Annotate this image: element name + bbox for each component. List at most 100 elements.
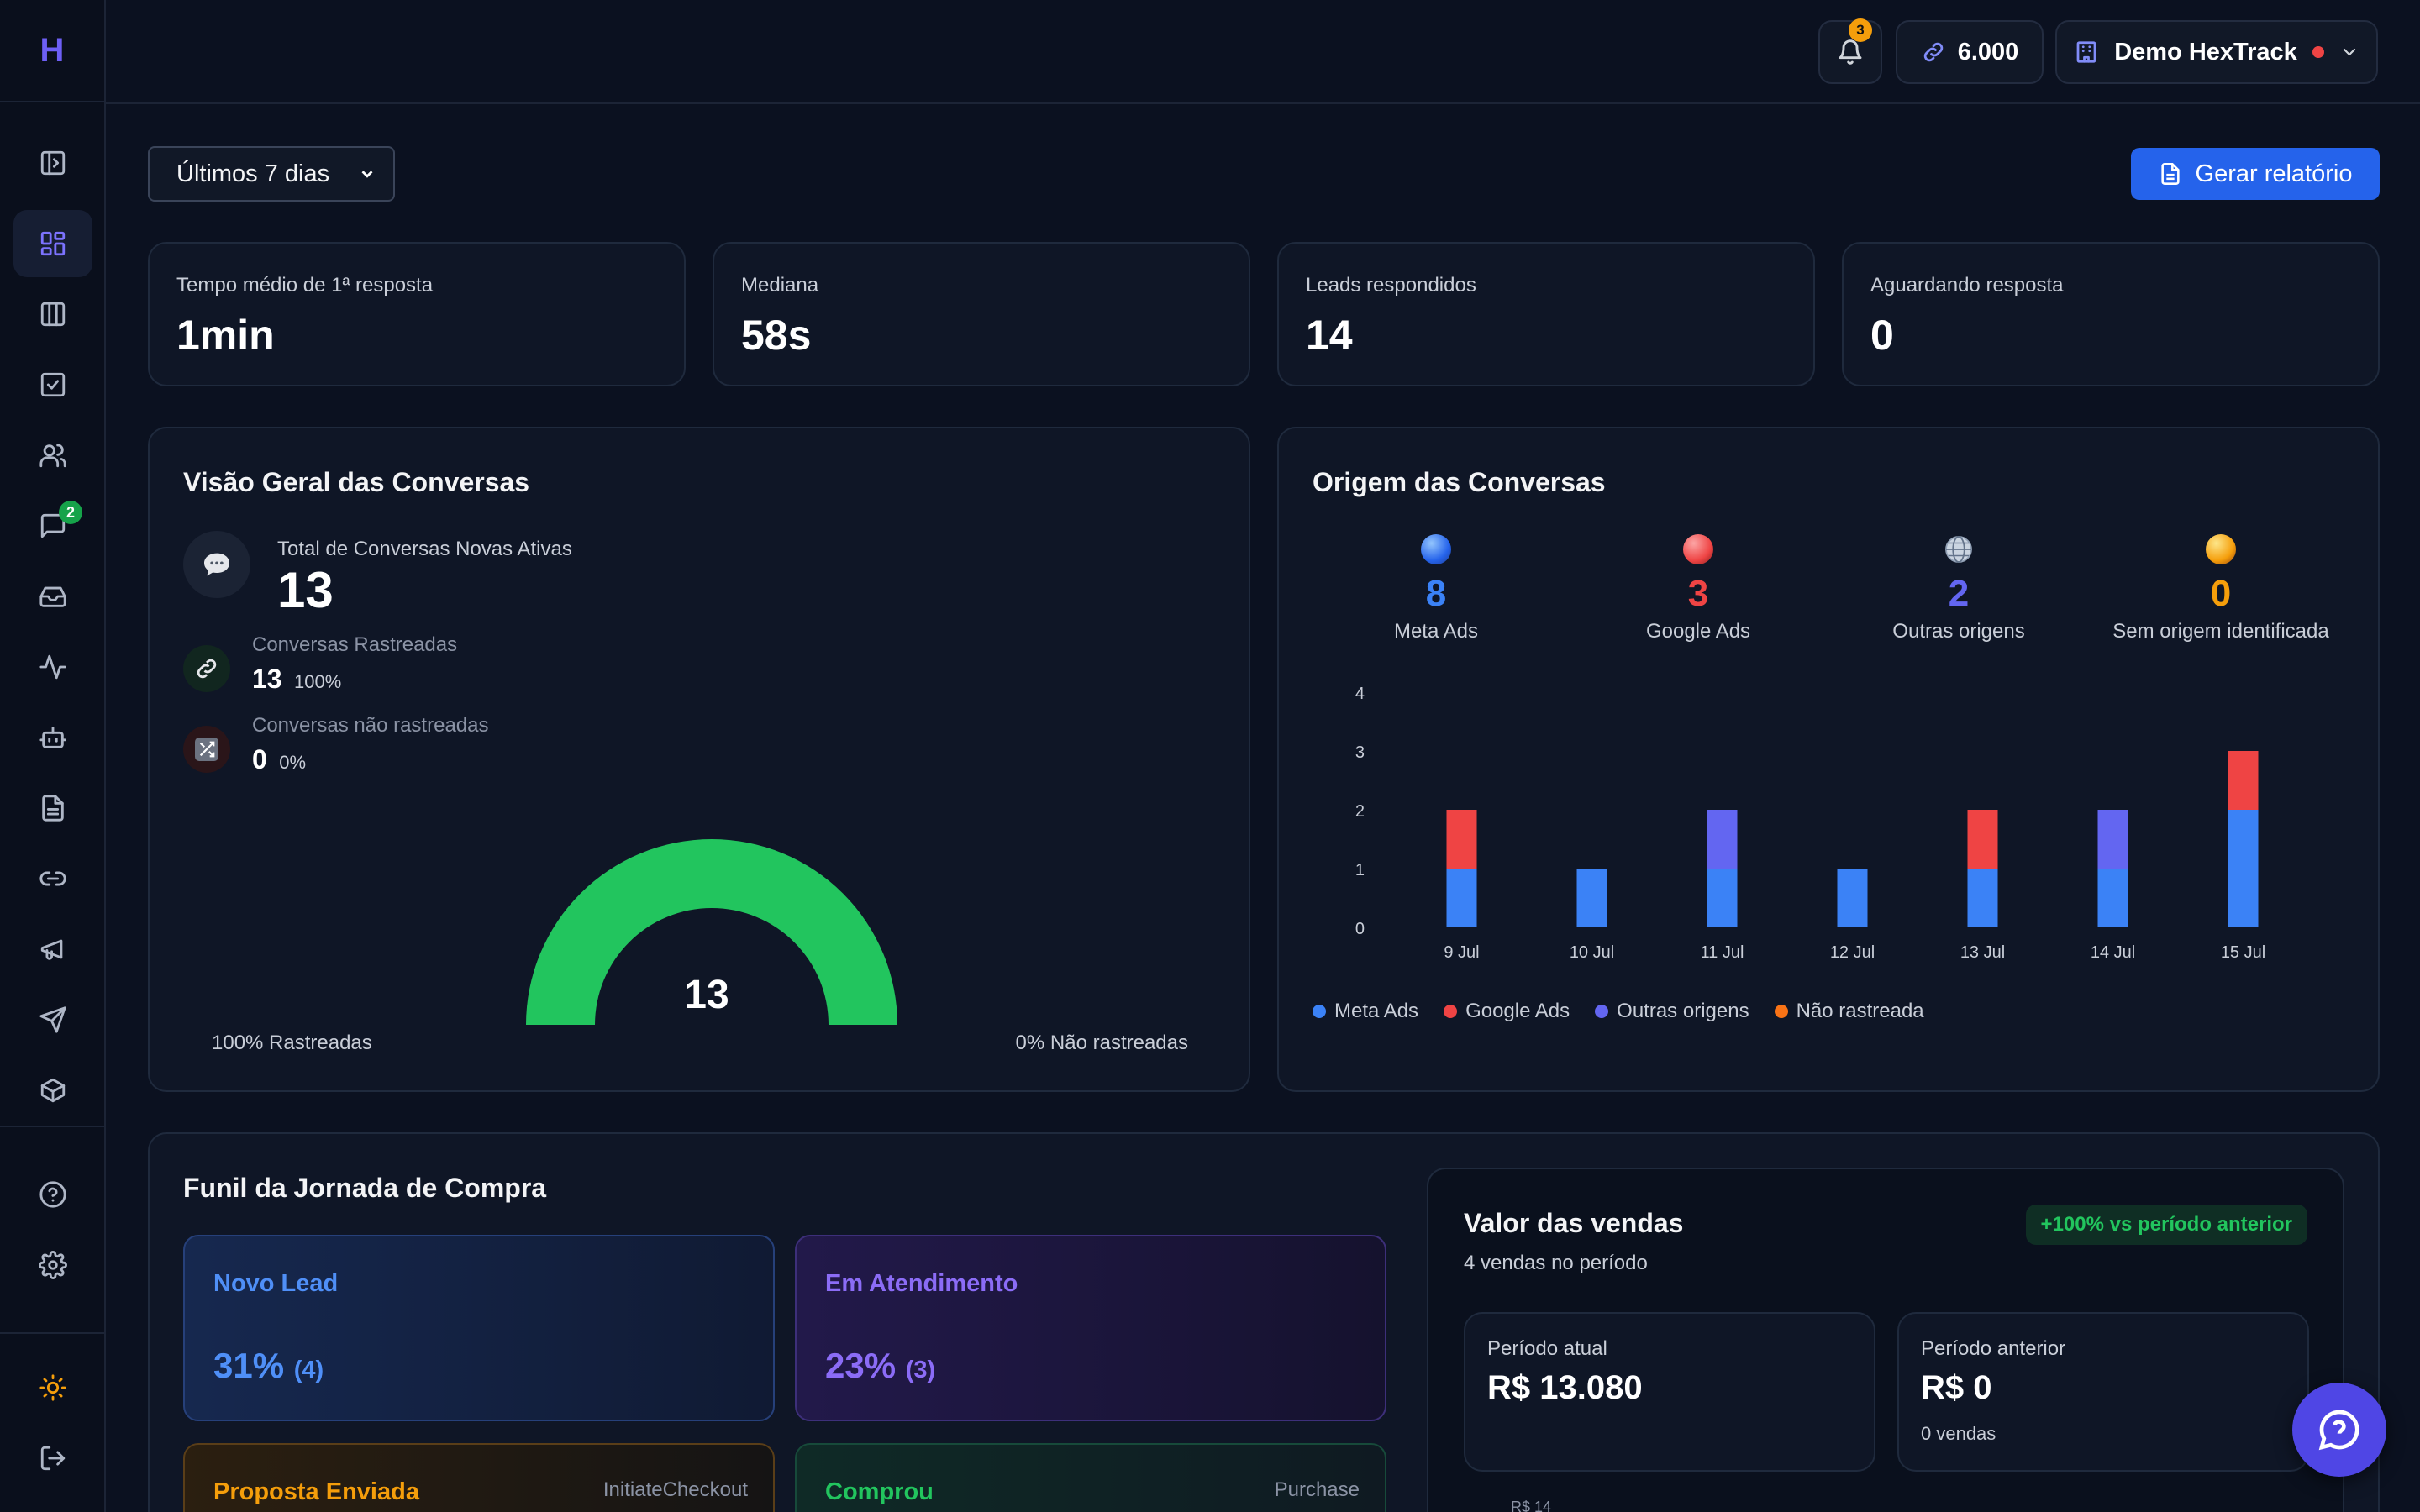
funnel-stage-pct: 23% bbox=[825, 1346, 897, 1385]
gauge-fill bbox=[526, 839, 897, 1025]
kanban-icon[interactable] bbox=[13, 281, 92, 348]
speech-bubble-icon bbox=[183, 531, 250, 598]
current-period-label: Período atual bbox=[1487, 1337, 1607, 1360]
help-chat-button[interactable] bbox=[2292, 1383, 2386, 1477]
bar-segment[interactable] bbox=[2097, 810, 2128, 869]
funnel-stage-in-service[interactable]: Em Atendimento 23% (3) bbox=[795, 1235, 1386, 1421]
bar-segment[interactable] bbox=[2097, 869, 2128, 927]
total-label: Total de Conversas Novas Ativas bbox=[277, 538, 572, 560]
notifications-button[interactable]: 3 bbox=[1818, 18, 1882, 84]
previous-period-label: Período anterior bbox=[1921, 1337, 2066, 1360]
coins-link-icon bbox=[1923, 42, 1943, 62]
bar-segment[interactable] bbox=[2228, 751, 2259, 810]
stat-label: Aguardando resposta bbox=[1870, 274, 2064, 297]
bar-segment[interactable] bbox=[2228, 810, 2259, 927]
untracked-value: 0 bbox=[252, 744, 267, 774]
package-icon[interactable] bbox=[13, 1057, 92, 1124]
activity-icon[interactable] bbox=[13, 633, 92, 701]
credits-button[interactable]: 6.000 bbox=[1896, 20, 2044, 84]
building-icon bbox=[2076, 41, 2096, 63]
bell-icon bbox=[1839, 39, 1862, 65]
sidebar-divider bbox=[0, 1126, 106, 1127]
bar-segment[interactable] bbox=[1967, 810, 1998, 869]
dashboard-icon[interactable] bbox=[13, 210, 92, 277]
y-tick-label: 1 bbox=[1355, 861, 1365, 879]
stat-label: Tempo médio de 1ª resposta bbox=[176, 274, 434, 297]
bar-segment[interactable] bbox=[1707, 810, 1738, 869]
overview-title: Visão Geral das Conversas bbox=[183, 467, 530, 497]
generate-report-label: Gerar relatório bbox=[2195, 160, 2353, 187]
origin-legend: Meta Ads Google Ads Outras origens Não r… bbox=[1313, 1000, 1924, 1023]
funnel-stage-new-lead[interactable]: Novo Lead 31% (4) bbox=[183, 1235, 775, 1421]
tracking-gauge: 13 bbox=[526, 839, 897, 1025]
document-icon[interactable] bbox=[13, 774, 92, 842]
funnel-stage-proposal[interactable]: Proposta Enviada InitiateCheckout bbox=[183, 1443, 775, 1512]
origin-label: Google Ads bbox=[1645, 620, 1751, 643]
generate-report-button[interactable]: Gerar relatório bbox=[2131, 148, 2380, 200]
users-icon[interactable] bbox=[13, 422, 92, 489]
stat-label: Leads respondidos bbox=[1306, 274, 1476, 297]
logout-icon[interactable] bbox=[13, 1425, 92, 1492]
tracked-conversations: Conversas Rastreadas 13 100% bbox=[183, 633, 457, 695]
link-icon[interactable] bbox=[13, 845, 92, 912]
sales-subtitle: 4 vendas no período bbox=[1464, 1252, 1648, 1274]
origin-value: 0 bbox=[2210, 573, 2232, 614]
bar-segment[interactable] bbox=[1967, 869, 1998, 927]
help-icon[interactable] bbox=[13, 1161, 92, 1228]
funnel-stage-purchased[interactable]: Comprou Purchase bbox=[795, 1443, 1386, 1512]
origin-value: 8 bbox=[1425, 573, 1447, 614]
settings-icon[interactable] bbox=[13, 1231, 92, 1299]
untracked-conversations: Conversas não rastreadas 0 0% bbox=[183, 714, 488, 775]
funnel-stage-tag: Purchase bbox=[1274, 1478, 1360, 1501]
workspace-name: Demo HexTrack bbox=[2114, 38, 2297, 66]
legend-label: Meta Ads bbox=[1334, 1000, 1419, 1022]
origin-label: Sem origem identificada bbox=[2112, 620, 2329, 643]
send-icon[interactable] bbox=[13, 986, 92, 1053]
origin-meta: 8 Meta Ads bbox=[1314, 534, 1558, 643]
conversations-overview-card: Visão Geral das Conversas Total de Conve… bbox=[148, 427, 1250, 1092]
origin-label: Outras origens bbox=[1892, 620, 2025, 643]
origin-value: 3 bbox=[1687, 573, 1709, 614]
x-tick-label: 11 Jul bbox=[1701, 943, 1744, 962]
x-tick-label: 9 Jul bbox=[1444, 943, 1479, 962]
current-period-box: Período atual R$ 13.080 bbox=[1464, 1312, 1876, 1472]
tracked-value: 13 bbox=[252, 664, 282, 694]
bar-segment[interactable] bbox=[1837, 869, 1868, 927]
conversation-origin-card: Origem das Conversas bbox=[1277, 427, 2380, 1092]
stat-card-leads-answered: Leads respondidos 14 bbox=[1277, 242, 1815, 386]
megaphone-icon[interactable] bbox=[13, 916, 92, 983]
total-value: 13 bbox=[277, 562, 334, 618]
stat-card-awaiting: Aguardando resposta 0 bbox=[1842, 242, 2380, 386]
bot-icon[interactable] bbox=[13, 704, 92, 771]
tasks-icon[interactable] bbox=[13, 351, 92, 418]
bar-segment[interactable] bbox=[1576, 869, 1607, 927]
chat-icon[interactable]: 2 bbox=[13, 492, 92, 559]
inbox-icon[interactable] bbox=[13, 563, 92, 630]
total-conversations: Total de Conversas Novas Ativas 13 bbox=[183, 531, 572, 620]
untracked-label: Conversas não rastreadas bbox=[252, 714, 489, 737]
panel-toggle-icon[interactable] bbox=[13, 129, 92, 197]
funnel-stage-title: Novo Lead bbox=[213, 1270, 339, 1297]
bar-segment[interactable] bbox=[1707, 869, 1738, 927]
tracked-pct: 100% bbox=[294, 671, 342, 692]
tracked-label: Conversas Rastreadas bbox=[252, 633, 458, 656]
legend-dot bbox=[1595, 1005, 1609, 1018]
app-logo[interactable]: H bbox=[0, 0, 104, 102]
period-select[interactable]: Últimos 7 dias bbox=[148, 146, 395, 202]
sales-growth-badge: +100% vs período anterior bbox=[2025, 1205, 2307, 1245]
shuffle-icon bbox=[183, 726, 230, 773]
bar-segment[interactable] bbox=[1446, 869, 1477, 927]
untracked-caption: 0% Não rastreadas bbox=[1015, 1032, 1188, 1054]
origin-bar-chart: 0 1 2 3 4 9 Jul 10 Jul 11 Jul 12 Jul 13 Jul 14 Jul… bbox=[1355, 685, 2265, 962]
stat-card-median: Mediana 58s bbox=[713, 242, 1250, 386]
bar-segment[interactable] bbox=[1446, 810, 1477, 869]
previous-period-box: Período anterior R$ 0 0 vendas bbox=[1897, 1312, 2309, 1472]
tracked-caption: 100% Rastreadas bbox=[212, 1032, 372, 1054]
funnel-stage-count: (4) bbox=[293, 1357, 324, 1383]
workspace-selector[interactable]: Demo HexTrack bbox=[2055, 20, 2378, 84]
sun-icon[interactable] bbox=[13, 1354, 92, 1421]
google-dot-icon bbox=[1683, 534, 1713, 564]
chat-badge: 2 bbox=[59, 501, 82, 524]
notifications-count: 3 bbox=[1849, 18, 1872, 42]
x-tick-label: 10 Jul bbox=[1570, 943, 1614, 962]
